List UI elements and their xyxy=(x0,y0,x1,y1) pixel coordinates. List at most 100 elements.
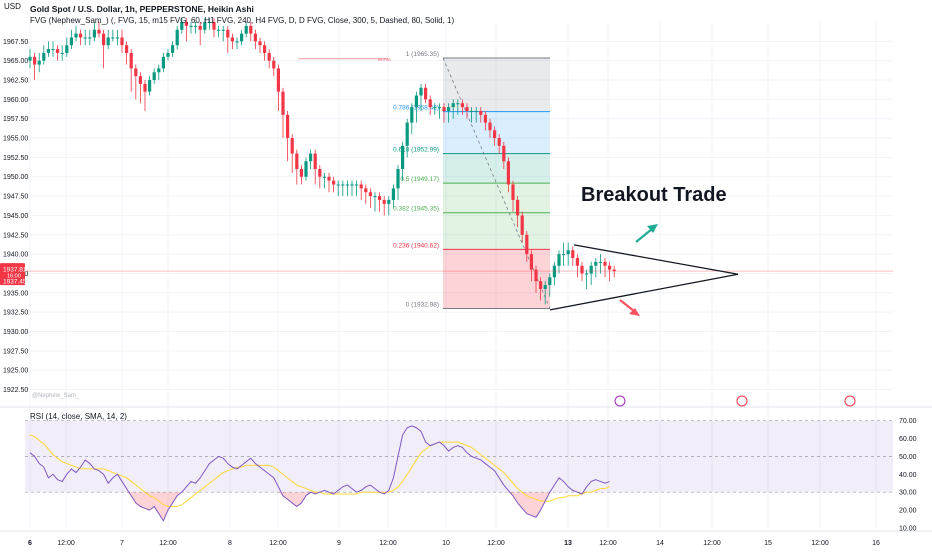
event-marker[interactable] xyxy=(614,395,626,407)
candle xyxy=(51,41,55,57)
candle-body xyxy=(184,22,188,26)
candle-body xyxy=(180,22,184,30)
time-tick-label: 16 xyxy=(872,540,880,547)
candle-body xyxy=(267,52,271,61)
candle xyxy=(603,257,607,278)
candle xyxy=(249,22,253,42)
rsi-axis: 70.00 60.00 50.00 40.00 30.00 20.00 10.00 xyxy=(899,418,917,532)
candle xyxy=(244,22,248,38)
rsi-legend[interactable]: RSI (14, close, SMA, 14, 2) xyxy=(30,412,127,421)
candle-body xyxy=(125,45,129,53)
candle xyxy=(286,110,290,162)
price-tick-label: 1947.50 xyxy=(3,194,28,201)
candle-body xyxy=(295,153,299,170)
candle xyxy=(359,180,363,200)
candle-body xyxy=(309,153,313,162)
rsi-line xyxy=(29,425,610,522)
price-tick-label: 1965.00 xyxy=(3,58,28,65)
candle xyxy=(525,230,529,262)
event-marker[interactable] xyxy=(844,395,856,407)
candle xyxy=(184,18,188,42)
rsi-pane[interactable] xyxy=(25,420,893,522)
candle xyxy=(194,22,198,34)
candle-body xyxy=(230,37,234,42)
candle xyxy=(405,118,409,158)
indicator-legend[interactable]: FVG (Nephew_Sam_) (, FVG, 15, m15 FVG, 6… xyxy=(30,16,455,25)
candle-body xyxy=(37,60,41,65)
chart-title: Gold Spot / U.S. Dollar, 1h, PEPPERSTONE… xyxy=(30,4,254,14)
candle-body xyxy=(88,37,92,39)
event-marker[interactable] xyxy=(736,395,748,407)
candle-body xyxy=(410,107,414,123)
breakout-down-arrow xyxy=(619,299,640,316)
candle xyxy=(460,99,464,115)
candle-body xyxy=(212,22,216,30)
candle-body xyxy=(120,37,124,46)
time-tick-label: 9 xyxy=(337,540,341,547)
candle xyxy=(414,91,418,123)
candle xyxy=(341,180,345,197)
candle xyxy=(290,134,294,173)
candle xyxy=(148,76,152,96)
arrow-shaft xyxy=(635,228,653,243)
price-tick-label: 1955.00 xyxy=(3,136,28,143)
candle-body xyxy=(355,184,359,186)
rsi-oversold-fill xyxy=(526,492,532,516)
candle-body xyxy=(65,45,69,53)
candle-body xyxy=(332,180,336,185)
candle-body xyxy=(129,52,133,69)
candle-body xyxy=(612,269,616,272)
auto-scale-button[interactable] xyxy=(912,534,926,547)
candle-body xyxy=(488,122,492,131)
fib-retracement[interactable]: 1 (1965.35)0.786 (1958.42)0.618 (1952.99… xyxy=(393,51,551,309)
candle xyxy=(410,103,414,135)
candle xyxy=(97,22,101,38)
candle-body xyxy=(571,250,575,258)
candle xyxy=(221,25,225,42)
breakout-trade-annotation[interactable]: Breakout Trade xyxy=(581,184,727,206)
candle xyxy=(345,180,349,197)
candle xyxy=(488,118,492,139)
rsi-tick-label: 60.00 xyxy=(899,436,917,443)
candle xyxy=(299,165,303,185)
rsi-tick-label: 10.00 xyxy=(899,526,917,533)
candle xyxy=(387,196,391,216)
candle-body xyxy=(290,138,294,154)
candle-body xyxy=(263,45,267,53)
candle-body xyxy=(148,80,152,92)
time-tick-label: 7 xyxy=(120,540,124,547)
candle xyxy=(166,49,170,61)
candle xyxy=(175,25,179,50)
time-axis[interactable]: 6 12:00 7 12:00 8 12:00 9 12:00 10 12:00 13 12:00 14… xyxy=(0,530,932,547)
candle-body xyxy=(322,176,326,178)
candle xyxy=(207,18,211,30)
candle xyxy=(433,103,437,115)
rsi-oversold-fill xyxy=(145,492,150,511)
candle xyxy=(516,196,520,228)
candle-body xyxy=(281,91,285,115)
candle xyxy=(226,25,230,53)
candle xyxy=(608,261,612,282)
candle xyxy=(571,246,575,266)
candle xyxy=(424,83,428,104)
fib-level-label: 1 (1965.35) xyxy=(406,51,439,58)
rsi-oversold-fill xyxy=(140,492,145,509)
candle xyxy=(474,107,478,123)
candle xyxy=(483,110,487,131)
candle-body xyxy=(502,145,506,162)
candle-body xyxy=(46,49,50,53)
price-axis[interactable]: 1922.50 1925.00 1927.50 1930.00 1932.50 1935.… xyxy=(0,39,28,394)
candle xyxy=(37,52,41,73)
candle xyxy=(138,72,142,104)
candle xyxy=(534,265,538,293)
price-tick-label: 1952.50 xyxy=(3,155,28,162)
candle xyxy=(42,45,46,65)
candle xyxy=(442,103,446,123)
candle-body xyxy=(111,37,115,39)
secondary-price-label: 1937.45 xyxy=(3,279,27,286)
candle-body xyxy=(598,261,602,263)
candle-body xyxy=(171,45,175,53)
candle-body xyxy=(442,107,446,111)
